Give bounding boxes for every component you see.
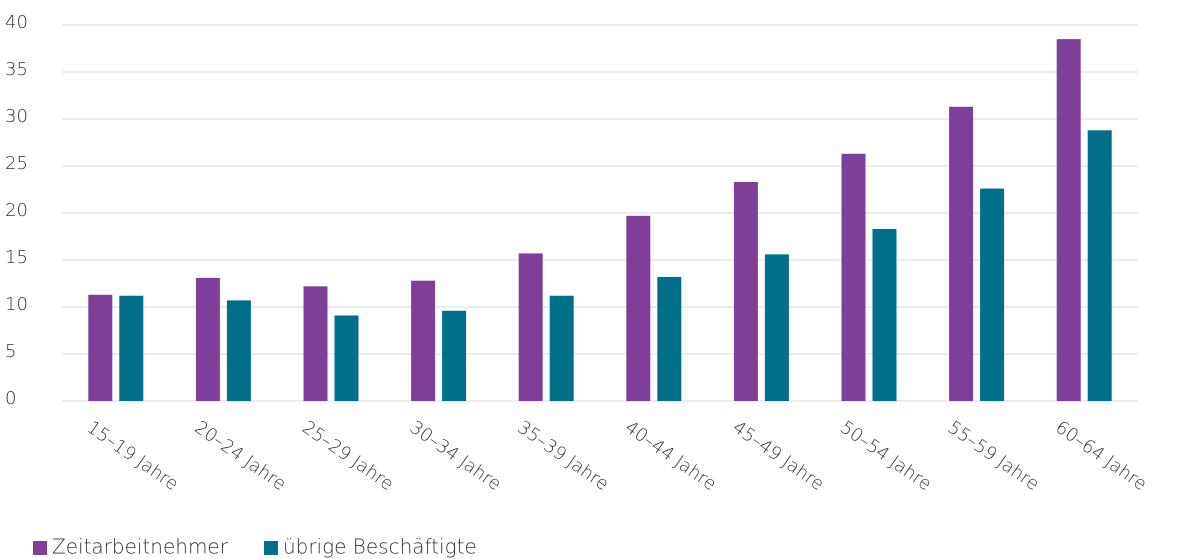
bar (1087, 130, 1112, 401)
bar (733, 181, 758, 401)
y-tick-label: 35 (5, 59, 28, 80)
y-tick-label: 5 (5, 341, 16, 362)
bar (303, 286, 328, 401)
bar (411, 280, 436, 401)
x-tick-label: 35–39 Jahre (513, 417, 612, 495)
legend-swatch (263, 541, 278, 555)
bar (872, 228, 897, 401)
bar (195, 277, 220, 401)
bar (549, 295, 574, 401)
x-tick-label: 25–29 Jahre (298, 417, 397, 495)
x-tick-label: 20–24 Jahre (191, 417, 290, 495)
bar (226, 300, 251, 401)
y-tick-label: 10 (5, 294, 28, 315)
legend-label: Zeitarbeitnehmer (52, 535, 229, 559)
y-tick-label: 15 (5, 247, 28, 268)
x-tick-label: 45–49 Jahre (729, 417, 828, 495)
x-tick-label: 30–34 Jahre (406, 417, 505, 495)
bar (334, 315, 359, 401)
y-tick-label: 25 (5, 153, 28, 174)
bar (657, 276, 682, 401)
legend-swatch (33, 541, 47, 555)
bar (518, 253, 543, 401)
x-tick-label: 60–64 Jahre (1051, 417, 1150, 495)
bar (949, 106, 974, 401)
bar (841, 153, 866, 401)
bar (442, 310, 467, 401)
bar (626, 215, 651, 401)
bar (980, 188, 1005, 401)
x-tick-label: 40–44 Jahre (621, 417, 720, 495)
legend-label: übrige Beschäftigte (283, 535, 477, 559)
y-tick-label: 40 (5, 12, 28, 33)
x-tick-label: 50–54 Jahre (836, 417, 935, 495)
bar (88, 294, 113, 401)
y-tick-label: 0 (5, 388, 16, 409)
x-tick-label: 15–19 Jahre (83, 417, 182, 495)
y-tick-label: 20 (5, 200, 28, 221)
bar (764, 254, 789, 401)
x-tick-label: 55–59 Jahre (944, 417, 1043, 495)
bar (1056, 39, 1081, 401)
y-tick-label: 30 (5, 106, 28, 127)
bar (119, 295, 144, 401)
